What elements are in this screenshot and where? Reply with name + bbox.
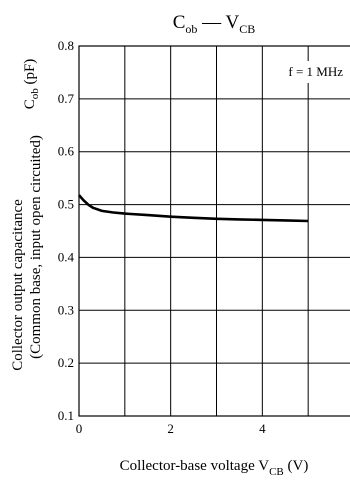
y-tick-label: 0.6 xyxy=(58,144,75,159)
x-tick-label: 2 xyxy=(167,421,174,436)
x-tick-label: 4 xyxy=(259,421,266,436)
plot-frame xyxy=(78,45,350,417)
y-axis-label-line2: (Common base, input open circuited) xyxy=(28,135,44,359)
y-tick-label: 0.2 xyxy=(58,355,74,370)
y-tick-label: 0.7 xyxy=(58,91,75,106)
frequency-annotation: f = 1 MHz xyxy=(288,64,343,79)
annotation-box xyxy=(297,61,345,83)
x-tick-label: 0 xyxy=(76,421,83,436)
y-tick-label: 0.3 xyxy=(58,302,74,317)
x-axis-label: Collector-base voltage VCB (V) xyxy=(120,458,309,478)
chart-title: Cob — VCB xyxy=(173,12,256,36)
y-tick-label: 0.8 xyxy=(58,38,74,53)
capacitance-curve xyxy=(78,194,309,223)
y-axis-symbol: Cob (pF) xyxy=(22,59,41,110)
y-axis-label-line1: Collector output capacitance xyxy=(10,199,26,371)
y-tick-label: 0.1 xyxy=(58,408,74,423)
y-tick-label: 0.4 xyxy=(58,249,75,264)
y-tick-label: 0.5 xyxy=(58,197,74,212)
grid xyxy=(79,46,350,416)
y-tick-labels: 0.1 0.2 0.3 0.4 0.5 0.6 0.7 0.8 xyxy=(58,38,75,423)
x-tick-labels: 0246 xyxy=(76,421,266,436)
